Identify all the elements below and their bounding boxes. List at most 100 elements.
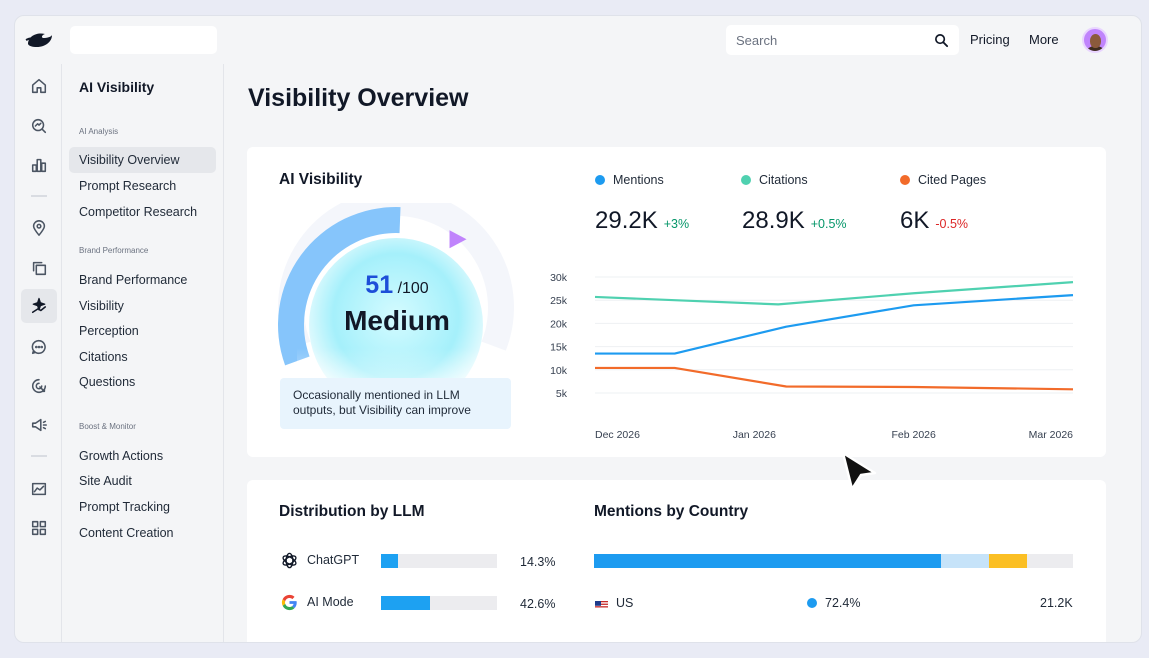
kpi-value: 6K (900, 207, 930, 234)
sidebar-item-site-audit[interactable]: Site Audit (79, 474, 132, 488)
sidebar-item-visibility[interactable]: Visibility (79, 299, 124, 313)
llm-name: AI Mode (307, 595, 354, 609)
legend-mentions: Mentions (595, 173, 664, 187)
kpi-value: 28.9K (742, 207, 805, 234)
sidebar-item-growth-actions[interactable]: Growth Actions (79, 449, 164, 463)
score-value: 51 (365, 271, 394, 299)
trend-chart: 30k 25k 20k 15k 10k 5k Dec 2026 Jan 2026 Feb 202… (550, 272, 1074, 441)
pricing-link[interactable]: Pricing (970, 32, 1010, 47)
sidebar-item-prompt-tracking[interactable]: Prompt Tracking (79, 500, 171, 514)
bar-chart-icon[interactable] (25, 151, 53, 179)
sidebar-item-content-creation[interactable]: Content Creation (79, 526, 174, 540)
score-readout: 51 /100 (277, 271, 517, 300)
sidebar-item-visibility-overview[interactable]: Visibility Overview (69, 147, 216, 173)
llm-share-fill (381, 596, 431, 610)
more-menu[interactable]: More (1029, 32, 1059, 47)
sidebar-section-label: Brand Performance (79, 246, 149, 255)
legend-citations: Citations (741, 173, 808, 187)
distribution-card: Distribution by LLM ChatGPT 14.3% (247, 480, 1106, 642)
search-icon[interactable] (934, 33, 949, 48)
project-selector[interactable] (70, 26, 217, 54)
llm-share-fill (381, 554, 398, 568)
kpi-change: +3% (663, 217, 690, 231)
search-placeholder: Search (736, 32, 778, 48)
y-tick-label: 15k (550, 342, 568, 354)
country-share-segment (988, 554, 1027, 568)
country-name: US (616, 596, 634, 610)
llm-share-pct: 42.6% (520, 597, 556, 611)
visibility-note: Occasionally mentioned in LLM outputs, b… (280, 378, 511, 429)
google-icon (279, 592, 299, 612)
country-row: US (595, 596, 633, 610)
country-share-segment (940, 554, 989, 568)
card-title: AI Visibility (279, 171, 363, 188)
country-share-segment (594, 554, 941, 568)
sidebar-title: AI Visibility (79, 79, 155, 95)
avatar[interactable] (1082, 27, 1108, 53)
sidebar-item-perception[interactable]: Perception (79, 324, 139, 338)
sidebar: AI Visibility AI Analysis Visibility Ove… (62, 64, 224, 642)
target-icon[interactable] (25, 372, 53, 400)
llm-name: ChatGPT (307, 553, 360, 567)
llm-share-pct: 14.3% (520, 555, 556, 569)
y-tick-label: 20k (550, 318, 568, 330)
icon-rail (15, 64, 62, 642)
copy-icon[interactable] (25, 254, 53, 282)
country-count: 21.2K (1040, 596, 1073, 610)
kpi-change: +0.5% (810, 217, 847, 231)
score-grade: Medium (344, 305, 450, 336)
llm-share-bar (381, 596, 497, 610)
gauge-fill (278, 207, 401, 366)
llm-share-bar (381, 554, 497, 568)
y-tick-label: 10k (550, 365, 568, 377)
us-flag-icon (595, 599, 608, 608)
sidebar-section-label: Boost & Monitor (79, 422, 136, 431)
series-line-citations (594, 281, 1074, 306)
page-title: Visibility Overview (248, 84, 469, 112)
brand-logo-icon[interactable] (25, 29, 53, 51)
openai-icon (279, 550, 299, 570)
y-tick-label: 5k (556, 388, 568, 400)
gauge-marker-icon (449, 230, 467, 249)
card-title: Distribution by LLM (279, 503, 425, 520)
x-tick-label: Mar 2026 (1029, 429, 1074, 441)
mouse-cursor-icon (841, 451, 877, 491)
x-tick-label: Dec 2026 (595, 429, 640, 441)
y-tick-label: 30k (550, 272, 568, 284)
kpi-mentions: 29.2K +3% (595, 207, 689, 235)
main-content: Visibility Overview AI Visibility (224, 64, 1141, 642)
top-bar: Search Pricing More (15, 16, 1141, 64)
country-card-title: Mentions by Country (594, 503, 749, 520)
home-icon[interactable] (25, 72, 53, 100)
sidebar-section-label: AI Analysis (79, 127, 119, 136)
rail-divider (31, 455, 47, 457)
country-share-bar (594, 554, 1073, 568)
apps-grid-icon[interactable] (25, 514, 53, 542)
country-pct: 72.4% (807, 596, 860, 610)
search-chart-icon[interactable] (25, 112, 53, 140)
ai-visibility-card: AI Visibility (247, 147, 1106, 457)
visibility-gauge: 51 /100 Medium (277, 189, 517, 423)
kpi-cited-pages: 6K -0.5% (900, 207, 968, 235)
chat-icon[interactable] (25, 333, 53, 361)
sidebar-item-prompt-research[interactable]: Prompt Research (79, 179, 177, 193)
score-max: /100 (397, 280, 429, 297)
app-window: Search Pricing More (14, 15, 1142, 643)
trend-icon[interactable] (25, 475, 53, 503)
y-tick-label: 25k (550, 295, 568, 307)
kpi-change: -0.5% (935, 217, 969, 231)
sidebar-item-questions[interactable]: Questions (79, 375, 136, 389)
llm-row-ai-mode: AI Mode (279, 592, 354, 612)
rail-divider (31, 195, 47, 197)
x-tick-label: Feb 2026 (891, 429, 936, 441)
ai-visibility-icon[interactable] (21, 289, 57, 323)
x-tick-label: Jan 2026 (733, 429, 776, 441)
llm-row-chatgpt: ChatGPT (279, 550, 359, 570)
sidebar-item-brand-performance[interactable]: Brand Performance (79, 273, 188, 287)
sidebar-item-citations[interactable]: Citations (79, 350, 128, 364)
kpi-citations: 28.9K +0.5% (742, 207, 847, 235)
megaphone-icon[interactable] (25, 411, 53, 439)
search-input[interactable]: Search (726, 25, 959, 55)
location-icon[interactable] (25, 214, 53, 242)
sidebar-item-competitor-research[interactable]: Competitor Research (79, 205, 198, 219)
